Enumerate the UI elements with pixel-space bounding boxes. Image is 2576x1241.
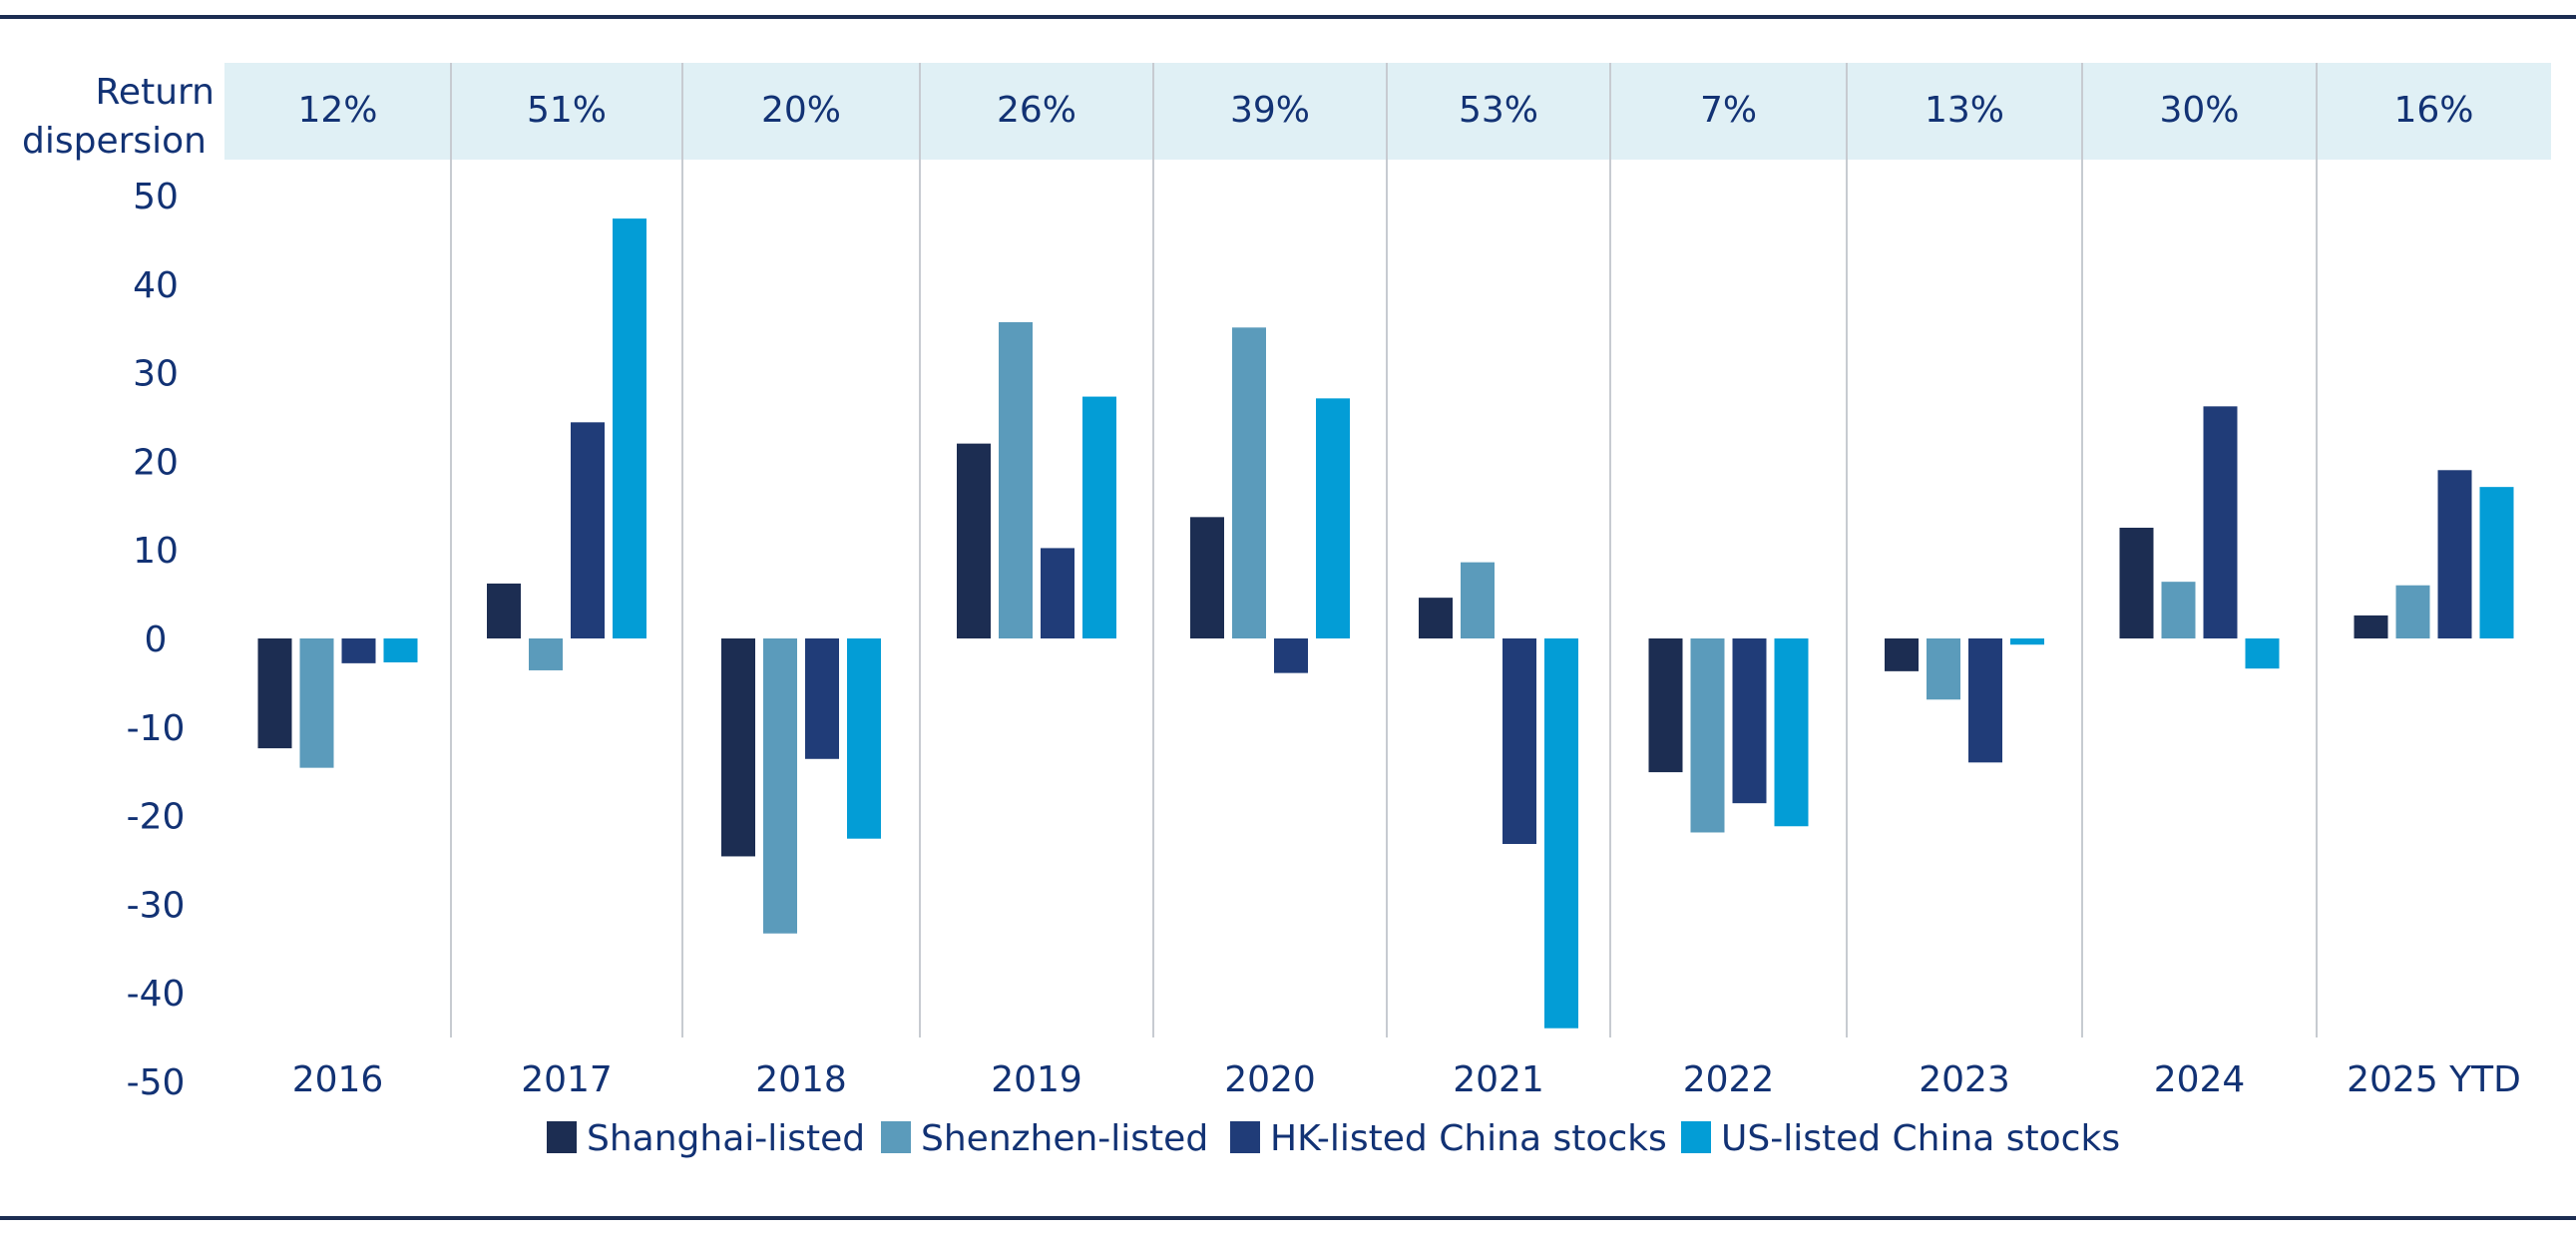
legend-label-shenzhen-listed: Shenzhen-listed [921,1118,1208,1159]
bar-shenzhen-listed-2017 [529,638,563,670]
bar-shenzhen-listed-2025-ytd [2395,585,2430,638]
bar-us-listed-china-stocks-2024 [2245,638,2280,669]
x-tick-label: 2016 [292,1059,384,1100]
y-tick-label: -50 [127,1062,186,1103]
bar-shanghai-listed-2023 [1885,638,1919,671]
bar-shanghai-listed-2019 [957,443,991,638]
x-tick-label: 2018 [755,1059,847,1100]
bar-hk-listed-china-stocks-2024 [2203,406,2238,638]
bar-shanghai-listed-2017 [487,583,521,638]
legend-label-hk-listed-china-stocks: HK-listed China stocks [1270,1118,1667,1159]
bar-hk-listed-china-stocks-2016 [341,638,376,663]
dispersion-value: 7% [1700,90,1757,131]
bar-hk-listed-china-stocks-2022 [1732,638,1767,804]
dispersion-value: 26% [997,90,1076,131]
column-dividers [450,63,2318,1037]
y-tick-label: 0 [145,620,168,660]
y-axis-ticks: 50 40 30 20 10 0 -10 -20 -30 -40 -50 [127,177,186,1103]
dispersion-value: 51% [527,90,607,131]
y-tick-label: 40 [133,265,179,306]
x-axis-labels: 2016 2017 2018 2019 2020 2021 2022 2023 2024 2025… [292,1059,2521,1100]
bars [257,218,2514,1029]
bar-shanghai-listed-2022 [1648,638,1683,773]
bar-us-listed-china-stocks-2023 [2010,638,2044,645]
y-tick-label: 20 [133,442,179,483]
dispersion-value: 13% [1925,90,2004,131]
bar-shanghai-listed-2021 [1419,598,1453,638]
y-tick-label: 30 [133,354,179,395]
bar-hk-listed-china-stocks-2021 [1503,638,1536,845]
legend-swatch-shanghai-listed [547,1121,577,1153]
legend-label-us-listed-china-stocks: US-listed China stocks [1721,1118,2120,1159]
bar-hk-listed-china-stocks-2023 [1968,638,2002,763]
legend: Shanghai-listed Shenzhen-listed HK-listed … [547,1118,2120,1159]
bar-us-listed-china-stocks-2020 [1316,398,1350,638]
y-tick-label: -20 [127,797,186,838]
bar-shenzhen-listed-2019 [999,321,1033,638]
dispersion-value: 20% [761,90,841,131]
bar-us-listed-china-stocks-2025-ytd [2479,487,2514,638]
bar-shanghai-listed-2024 [2119,528,2154,638]
bar-hk-listed-china-stocks-2019 [1041,548,1074,638]
x-tick-label: 2019 [991,1059,1082,1100]
x-tick-label: 2022 [1683,1059,1775,1100]
x-tick-label: 2024 [2154,1059,2246,1100]
y-tick-label: 10 [133,531,179,572]
dispersion-value: 16% [2393,90,2473,131]
bar-us-listed-china-stocks-2017 [613,218,646,638]
legend-label-shanghai-listed: Shanghai-listed [587,1118,865,1159]
x-tick-label: 2021 [1453,1059,1544,1100]
bar-shenzhen-listed-2018 [763,638,797,934]
y-tick-label: 50 [133,177,179,217]
dispersion-value: 30% [2159,90,2239,131]
bar-shanghai-listed-2020 [1190,517,1224,638]
bar-shenzhen-listed-2016 [299,638,334,768]
y-tick-label: -30 [127,885,186,926]
dispersion-value: 12% [297,90,377,131]
bar-hk-listed-china-stocks-2017 [571,422,605,638]
x-tick-label: 2025 YTD [2347,1059,2521,1100]
bar-shenzhen-listed-2023 [1927,638,1960,700]
bar-hk-listed-china-stocks-2020 [1274,638,1308,673]
x-tick-label: 2023 [1919,1059,2010,1100]
x-tick-label: 2017 [521,1059,613,1100]
bar-us-listed-china-stocks-2018 [847,638,881,839]
legend-swatch-us-listed-china-stocks [1681,1121,1711,1153]
dispersion-values: 12% 51% 20% 26% 39% 53% 7% 13% 30% 16% [297,90,2473,131]
legend-swatch-hk-listed-china-stocks [1230,1121,1260,1153]
dispersion-label-line2: dispersion [22,121,207,162]
y-tick-label: -10 [127,708,186,749]
bar-us-listed-china-stocks-2016 [383,638,418,662]
bar-us-listed-china-stocks-2022 [1774,638,1809,827]
dispersion-value: 39% [1230,90,1310,131]
legend-swatch-shenzhen-listed [881,1121,911,1153]
bar-shanghai-listed-2025-ytd [2354,615,2388,638]
bar-us-listed-china-stocks-2021 [1544,638,1578,1029]
y-tick-label: -40 [127,974,186,1015]
bar-us-listed-china-stocks-2019 [1082,396,1116,638]
bar-shanghai-listed-2016 [257,638,292,749]
bar-shenzhen-listed-2022 [1690,638,1725,833]
bar-hk-listed-china-stocks-2025-ytd [2437,470,2472,638]
dispersion-value: 53% [1459,90,1538,131]
bar-shenzhen-listed-2020 [1232,327,1266,638]
dispersion-label-line1: Return [96,72,215,113]
bar-shenzhen-listed-2024 [2161,582,2196,638]
bar-hk-listed-china-stocks-2018 [805,638,839,759]
bar-shanghai-listed-2018 [721,638,755,857]
bar-shenzhen-listed-2021 [1461,562,1495,638]
x-tick-label: 2020 [1224,1059,1316,1100]
